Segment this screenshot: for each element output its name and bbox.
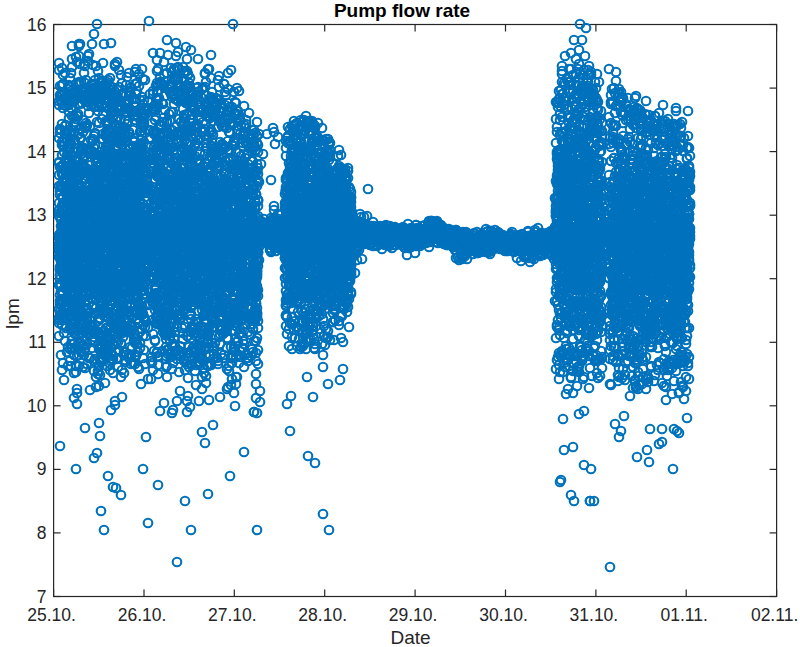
svg-text:7: 7 (37, 587, 47, 607)
svg-text:31.10.: 31.10. (570, 605, 619, 625)
svg-text:15: 15 (27, 78, 46, 98)
svg-text:30.10.: 30.10. (479, 605, 528, 625)
svg-text:25.10.: 25.10. (27, 605, 76, 625)
svg-text:28.10.: 28.10. (298, 605, 347, 625)
svg-text:13: 13 (27, 205, 46, 225)
svg-text:Date: Date (390, 627, 430, 647)
svg-text:lpm: lpm (3, 298, 24, 329)
svg-text:8: 8 (37, 523, 47, 543)
svg-text:26.10.: 26.10. (118, 605, 167, 625)
svg-text:02.11.: 02.11. (751, 605, 798, 625)
svg-text:11: 11 (28, 332, 46, 352)
svg-text:01.11.: 01.11. (661, 605, 708, 625)
svg-text:16: 16 (27, 15, 46, 35)
svg-text:Pump flow rate: Pump flow rate (334, 0, 470, 21)
svg-text:10: 10 (27, 396, 47, 416)
svg-text:14: 14 (27, 142, 47, 162)
svg-text:27.10.: 27.10. (208, 605, 257, 625)
svg-text:29.10.: 29.10. (389, 605, 438, 625)
svg-text:9: 9 (37, 459, 47, 479)
svg-text:12: 12 (27, 269, 46, 289)
